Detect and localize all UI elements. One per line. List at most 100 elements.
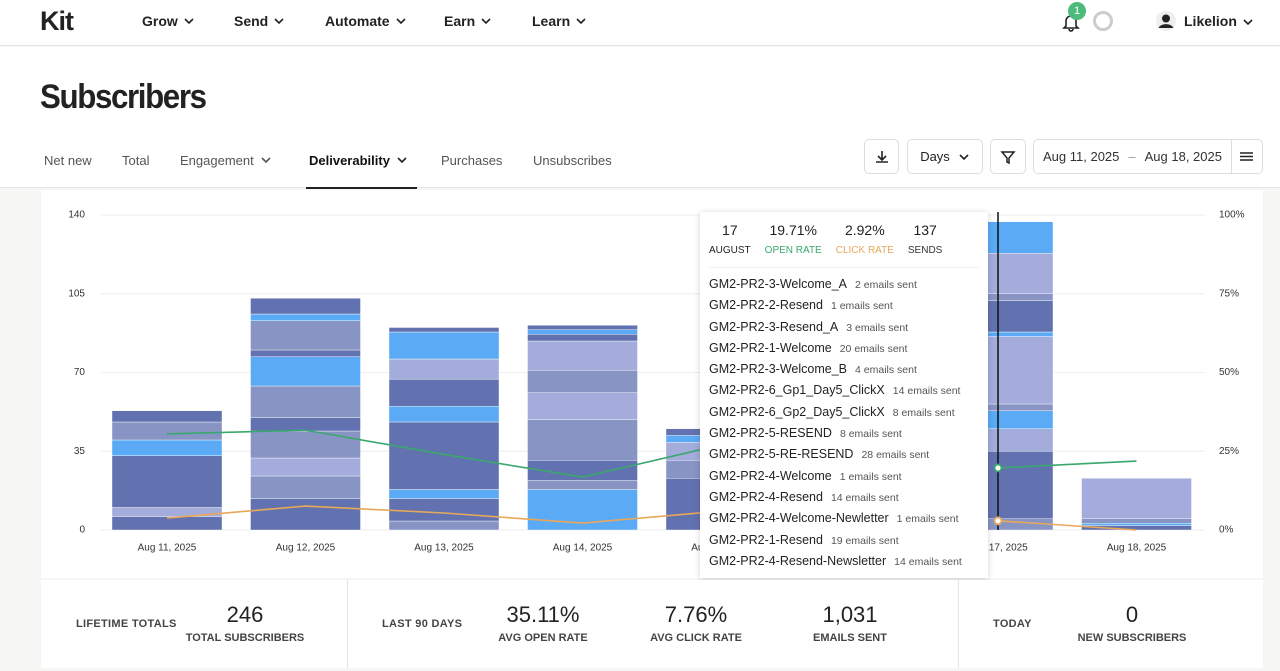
bar-segment	[527, 480, 638, 490]
email-name: GM2-PR2-3-Welcome_A	[709, 277, 848, 291]
tooltip-email: GM2-PR2-4-Welcome 1 emails sent	[709, 466, 979, 487]
tooltip-head: 17 AUGUST 19.71% OPEN RATE 2.92% CLICK RATE 13…	[709, 222, 979, 268]
bar-segment	[250, 385, 361, 418]
tab[interactable]: Purchases	[441, 152, 502, 168]
tooltip-email: GM2-PR2-2-Resend 1 emails sent	[709, 295, 979, 316]
y2-tick-label: 100%	[1219, 210, 1245, 221]
email-name: GM2-PR2-1-Resend	[709, 532, 823, 547]
y-tick-label: 0	[79, 525, 85, 536]
bar-segment	[250, 349, 361, 357]
user-name[interactable]: Likelion	[1184, 13, 1237, 29]
y-tick-label: 70	[74, 367, 86, 378]
bar-segment	[111, 421, 223, 441]
email-name: GM2-PR2-2-Resend	[709, 298, 823, 313]
y2-tick-label: 50%	[1219, 367, 1239, 378]
stat-value: 0	[1125, 602, 1139, 627]
email-name: GM2-PR2-6_Gp2_Day5_ClickX	[709, 404, 885, 419]
tab[interactable]: Unsubscribes	[533, 152, 612, 168]
bar-segment	[388, 327, 500, 333]
tooltip-email: GM2-PR2-4-Resend-Newsletter 14 emails sen…	[709, 551, 979, 572]
bar-segment	[111, 455, 223, 508]
tooltip: 17 AUGUST 19.71% OPEN RATE 2.92% CLICK RATE 13…	[700, 212, 988, 578]
nav-item[interactable]: Earn	[444, 13, 492, 29]
bar-segment	[250, 356, 361, 387]
bar-segment	[250, 313, 361, 321]
nav-item[interactable]: Automate	[325, 13, 407, 29]
bar-segment	[250, 320, 361, 351]
bar-segment	[527, 340, 638, 371]
bar-segment	[388, 331, 500, 360]
bar-segment	[111, 516, 223, 531]
tab[interactable]: Engagement	[180, 152, 272, 168]
bar-segment	[388, 406, 500, 423]
email-count: 20 emails sent	[839, 342, 908, 355]
email-count: 8 emails sent	[839, 428, 902, 441]
divider	[958, 580, 959, 668]
tab[interactable]: Net new	[44, 152, 92, 168]
tooltip-email: GM2-PR2-3-Resend_A 3 emails sent	[709, 317, 979, 338]
chevron	[1243, 19, 1253, 26]
y2-tick-label: 0%	[1219, 525, 1234, 536]
stat: 35.11% AVG OPEN RATE	[463, 602, 623, 644]
menu-button[interactable]	[1231, 140, 1262, 173]
email-count: 3 emails sent	[846, 321, 909, 334]
x-tick-label: Aug 13, 2025	[414, 543, 474, 554]
bar-segment	[388, 358, 500, 380]
email-count: 14 emails sent	[894, 555, 962, 568]
date-end: Aug 18, 2025	[1144, 149, 1222, 164]
stat: 7.76% AVG CLICK RATE	[616, 602, 776, 644]
nav-item[interactable]: Send	[234, 13, 285, 29]
bar-segment	[250, 417, 361, 432]
tooltip-stat-label: SENDS	[907, 245, 943, 256]
email-name: GM2-PR2-4-Resend	[709, 489, 823, 504]
bar-segment	[527, 334, 638, 342]
nav-label: Earn	[444, 13, 476, 29]
y-tick-label: 140	[68, 210, 85, 221]
tooltip-stat-label: CLICK RATE	[835, 245, 894, 256]
avatar[interactable]	[1156, 11, 1176, 31]
active-tab-underline	[306, 187, 417, 189]
nav-item[interactable]: Learn	[532, 13, 587, 29]
bar-segment	[250, 457, 361, 477]
stat-value: 7.76%	[664, 602, 728, 627]
y-tick-label: 105	[68, 288, 85, 299]
tooltip-stat-value: 19.71%	[769, 222, 817, 238]
x-tick-label: Aug 17, 2025	[968, 543, 1028, 554]
interval-select[interactable]: Days	[907, 139, 983, 174]
bar-segment	[388, 489, 500, 499]
bar-segment	[388, 498, 500, 522]
email-count: 28 emails sent	[861, 449, 930, 462]
bar-segment	[527, 329, 638, 335]
page-title: Subscribers	[40, 78, 207, 116]
tooltip-stat: 2.92% CLICK RATE	[836, 222, 894, 256]
x-tick-label: Aug 12, 2025	[276, 543, 336, 554]
date-start: Aug 11, 2025	[1043, 149, 1120, 164]
tooltip-stat-value: 137	[913, 222, 937, 238]
tab[interactable]: Deliverability	[309, 152, 408, 168]
nav-item[interactable]: Grow	[142, 13, 195, 29]
stat-label: TOTAL SUBSCRIBERS	[185, 632, 305, 644]
tooltip-date: 17 AUGUST	[709, 222, 751, 256]
email-count: 14 emails sent	[892, 385, 961, 398]
stats-bar: LIFETIME TOTALS 246 TOTAL SUBSCRIBERS LAST …	[41, 580, 1263, 668]
hover-point	[993, 463, 1003, 473]
nav-label: Send	[234, 13, 269, 29]
email-count: 19 emails sent	[830, 534, 899, 547]
filter-button[interactable]	[990, 139, 1026, 174]
tooltip-day: 17	[722, 222, 738, 238]
date-range[interactable]: Aug 11, 2025– Aug 18, 2025	[1033, 139, 1263, 174]
email-name: GM2-PR2-3-Welcome_B	[709, 362, 848, 377]
tab[interactable]: Total	[122, 152, 149, 168]
stat-label: AVG CLICK RATE	[650, 632, 742, 644]
tab-label: Net new	[44, 152, 92, 168]
chart-card	[41, 190, 1263, 578]
email-name: GM2-PR2-4-Resend-Newsletter	[709, 553, 887, 568]
tab-label: Purchases	[441, 152, 503, 168]
hover-point	[993, 516, 1003, 526]
bar-segment	[527, 419, 638, 461]
divider	[347, 580, 348, 668]
logo[interactable]: Kit	[40, 6, 74, 36]
y2-tick-label: 25%	[1219, 446, 1239, 457]
download-button[interactable]	[864, 139, 899, 174]
